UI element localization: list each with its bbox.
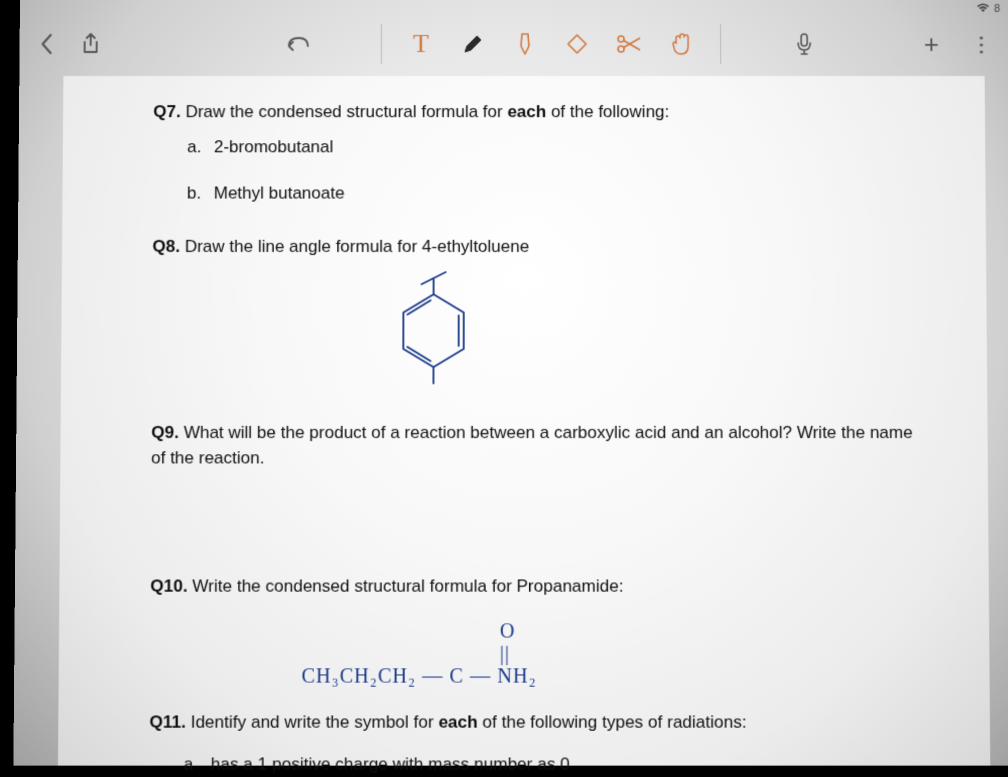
q10-text: Write the condensed structural formula f… xyxy=(192,577,623,596)
question-9: Q9. What will be the product of a reacti… xyxy=(151,421,917,471)
share-icon[interactable] xyxy=(78,31,104,57)
separator xyxy=(720,24,721,64)
q7-b-text: Methyl butanoate xyxy=(214,184,345,203)
q7-head: Q7. Draw the condensed structural formul… xyxy=(153,100,915,125)
toolbar-right: + ⋮ xyxy=(918,31,994,57)
q11-num: Q11. xyxy=(149,712,185,731)
question-8: Q8. Draw the line angle formula for 4-et… xyxy=(151,235,916,399)
q10-bond: || xyxy=(500,643,510,665)
pen-icon[interactable] xyxy=(460,31,486,57)
toolbar: T + ⋮ xyxy=(19,18,1008,70)
question-7: Q7. Draw the condensed structural formul… xyxy=(153,100,916,206)
q7-text2: of the following: xyxy=(546,102,669,121)
hand-icon[interactable] xyxy=(668,31,694,57)
more-icon[interactable]: ⋮ xyxy=(968,31,994,57)
q9-text: What will be the product of a reaction b… xyxy=(151,423,913,467)
q8-drawing xyxy=(383,270,917,399)
q11-head: Q11. Identify and write the symbol for e… xyxy=(149,710,919,735)
battery-text: 8 xyxy=(994,3,1000,15)
back-icon[interactable] xyxy=(34,31,60,57)
question-11: Q11. Identify and write the symbol for e… xyxy=(149,710,919,777)
document-body: Q7. Draw the condensed structural formul… xyxy=(58,76,990,766)
scissors-icon[interactable] xyxy=(616,31,642,57)
wifi-icon xyxy=(976,2,990,15)
q9-num: Q9. xyxy=(151,423,179,442)
question-10: Q10. Write the condensed structural form… xyxy=(150,575,919,688)
q11-text2: of the following types of radiations: xyxy=(478,712,747,731)
device-frame: 8 T xyxy=(13,0,1008,766)
undo-icon[interactable] xyxy=(285,31,311,57)
q7-text1: Draw the condensed structural formula fo… xyxy=(185,102,507,121)
q8-num: Q8. xyxy=(152,237,180,256)
q7-num: Q7. xyxy=(153,102,181,121)
q8-text: Draw the line angle formula for 4-ethylt… xyxy=(185,237,530,256)
q11-a-text: has a 1 positive charge with mass number… xyxy=(211,754,570,773)
q7-a-letter: a. xyxy=(187,135,209,160)
q10-o: O xyxy=(500,620,516,642)
status-bar: 8 xyxy=(20,0,1008,18)
q10-line: CH₃CH₂CH₂ — C — NH₂ xyxy=(301,665,918,688)
q10-num: Q10. xyxy=(150,577,187,596)
text-tool-icon[interactable]: T xyxy=(408,31,434,57)
q8-head: Q8. Draw the line angle formula for 4-et… xyxy=(152,235,915,260)
q11-bold: each xyxy=(438,712,477,731)
q7-a-text: 2-bromobutanal xyxy=(214,137,333,156)
q7-item-a: a. 2-bromobutanal xyxy=(187,135,915,160)
q7-b-letter: b. xyxy=(187,182,209,207)
q10-formula: O || CH₃CH₂CH₂ — C — NH₂ xyxy=(301,620,918,687)
separator xyxy=(381,24,382,64)
q10-head: Q10. Write the condensed structural form… xyxy=(150,575,918,600)
toolbar-left xyxy=(34,31,104,57)
toolbar-center: T xyxy=(192,24,911,64)
highlighter-icon[interactable] xyxy=(512,31,538,57)
mic-icon[interactable] xyxy=(791,31,817,57)
q7-item-b: b. Methyl butanoate xyxy=(187,182,916,207)
add-icon[interactable]: + xyxy=(918,31,944,57)
q11-text1: Identify and write the symbol for xyxy=(191,712,439,731)
q7-bold: each xyxy=(507,102,546,121)
eraser-icon[interactable] xyxy=(564,31,590,57)
